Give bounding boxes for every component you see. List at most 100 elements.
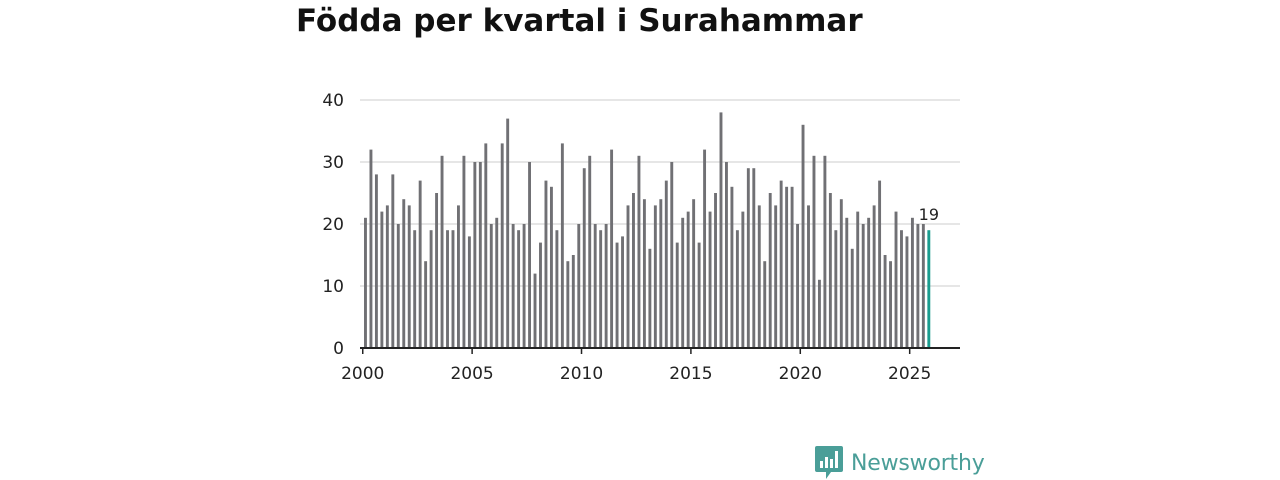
bar xyxy=(686,211,690,348)
bar xyxy=(905,236,909,348)
bar xyxy=(681,217,685,348)
bar xyxy=(812,155,816,348)
bar xyxy=(670,162,674,348)
x-tick-label: 2025 xyxy=(888,364,931,384)
bar xyxy=(473,162,477,348)
newsworthy-logo-icon xyxy=(815,446,843,479)
bar xyxy=(861,224,865,348)
bar xyxy=(664,180,668,348)
bar xyxy=(768,193,772,348)
bar xyxy=(593,224,597,348)
bar xyxy=(850,248,854,348)
bar xyxy=(407,205,411,348)
bar xyxy=(451,230,455,348)
bar xyxy=(921,224,925,348)
bar xyxy=(577,224,581,348)
bar xyxy=(424,261,428,348)
bar xyxy=(883,255,887,348)
bar xyxy=(511,224,515,348)
bar xyxy=(817,279,821,348)
x-tick-label: 2020 xyxy=(779,364,822,384)
bar xyxy=(429,230,433,348)
bar xyxy=(396,224,400,348)
bar xyxy=(648,248,652,348)
bar xyxy=(599,230,603,348)
bar xyxy=(823,155,827,348)
bar xyxy=(621,236,624,348)
bar xyxy=(845,217,849,348)
bar xyxy=(533,273,537,348)
bar xyxy=(500,143,504,348)
x-axis xyxy=(360,347,960,354)
y-tick-label: 20 xyxy=(322,215,344,235)
bar xyxy=(867,217,871,348)
y-tick-label: 0 xyxy=(333,339,344,359)
bar xyxy=(779,180,783,348)
bar xyxy=(790,186,794,348)
bar xyxy=(615,242,619,348)
bar xyxy=(435,193,439,348)
bar xyxy=(889,261,892,348)
bar xyxy=(632,193,635,348)
x-axis-tick-labels: 2000 2005 2010 2015 2020 2025 xyxy=(341,364,931,384)
bar-highlighted xyxy=(927,230,931,348)
bar xyxy=(462,155,466,348)
bar xyxy=(528,162,531,348)
bar xyxy=(872,205,876,348)
bar xyxy=(796,224,800,348)
bar xyxy=(757,205,761,348)
bar xyxy=(522,224,526,348)
bar xyxy=(763,261,767,348)
bar xyxy=(642,199,646,348)
bar xyxy=(544,180,548,348)
bar xyxy=(834,230,838,348)
bar xyxy=(582,168,586,348)
bar xyxy=(878,180,882,348)
bar xyxy=(856,211,860,348)
bar xyxy=(566,261,570,348)
bar xyxy=(495,217,499,348)
bar xyxy=(555,230,559,348)
bar xyxy=(440,155,444,348)
bar xyxy=(730,186,734,348)
chart-title: Födda per kvartal i Surahammar xyxy=(296,3,863,39)
bar xyxy=(626,205,630,348)
bar xyxy=(741,211,745,348)
bar xyxy=(385,205,389,348)
brand-name: Newsworthy xyxy=(851,450,985,476)
bar xyxy=(752,168,756,348)
bar xyxy=(517,230,521,348)
bar xyxy=(692,199,696,348)
value-label: 19 xyxy=(919,205,939,224)
bar xyxy=(391,174,395,348)
bar xyxy=(489,224,493,348)
bar xyxy=(478,162,482,348)
bar xyxy=(364,217,367,348)
bar xyxy=(774,205,778,348)
bar xyxy=(719,112,723,349)
bar xyxy=(828,193,832,348)
bar xyxy=(714,193,717,348)
bar xyxy=(604,224,608,348)
bar xyxy=(484,143,488,348)
y-axis-tick-labels: 0 10 20 30 40 xyxy=(322,91,344,359)
bar xyxy=(675,242,679,348)
bar xyxy=(560,143,564,348)
bar xyxy=(549,186,553,348)
bar xyxy=(659,199,663,348)
bar xyxy=(653,205,657,348)
bar xyxy=(467,236,471,348)
bar xyxy=(637,155,641,348)
bar xyxy=(418,180,422,348)
bar xyxy=(910,217,914,348)
bar xyxy=(839,199,843,348)
bar xyxy=(369,149,373,348)
bar xyxy=(807,205,810,348)
bar xyxy=(588,155,592,348)
bar xyxy=(539,242,542,348)
brand-logo[interactable]: Newsworthy xyxy=(815,446,985,480)
bar xyxy=(446,230,449,348)
y-tick-label: 30 xyxy=(322,153,344,173)
bar xyxy=(708,211,712,348)
bar xyxy=(571,255,575,348)
